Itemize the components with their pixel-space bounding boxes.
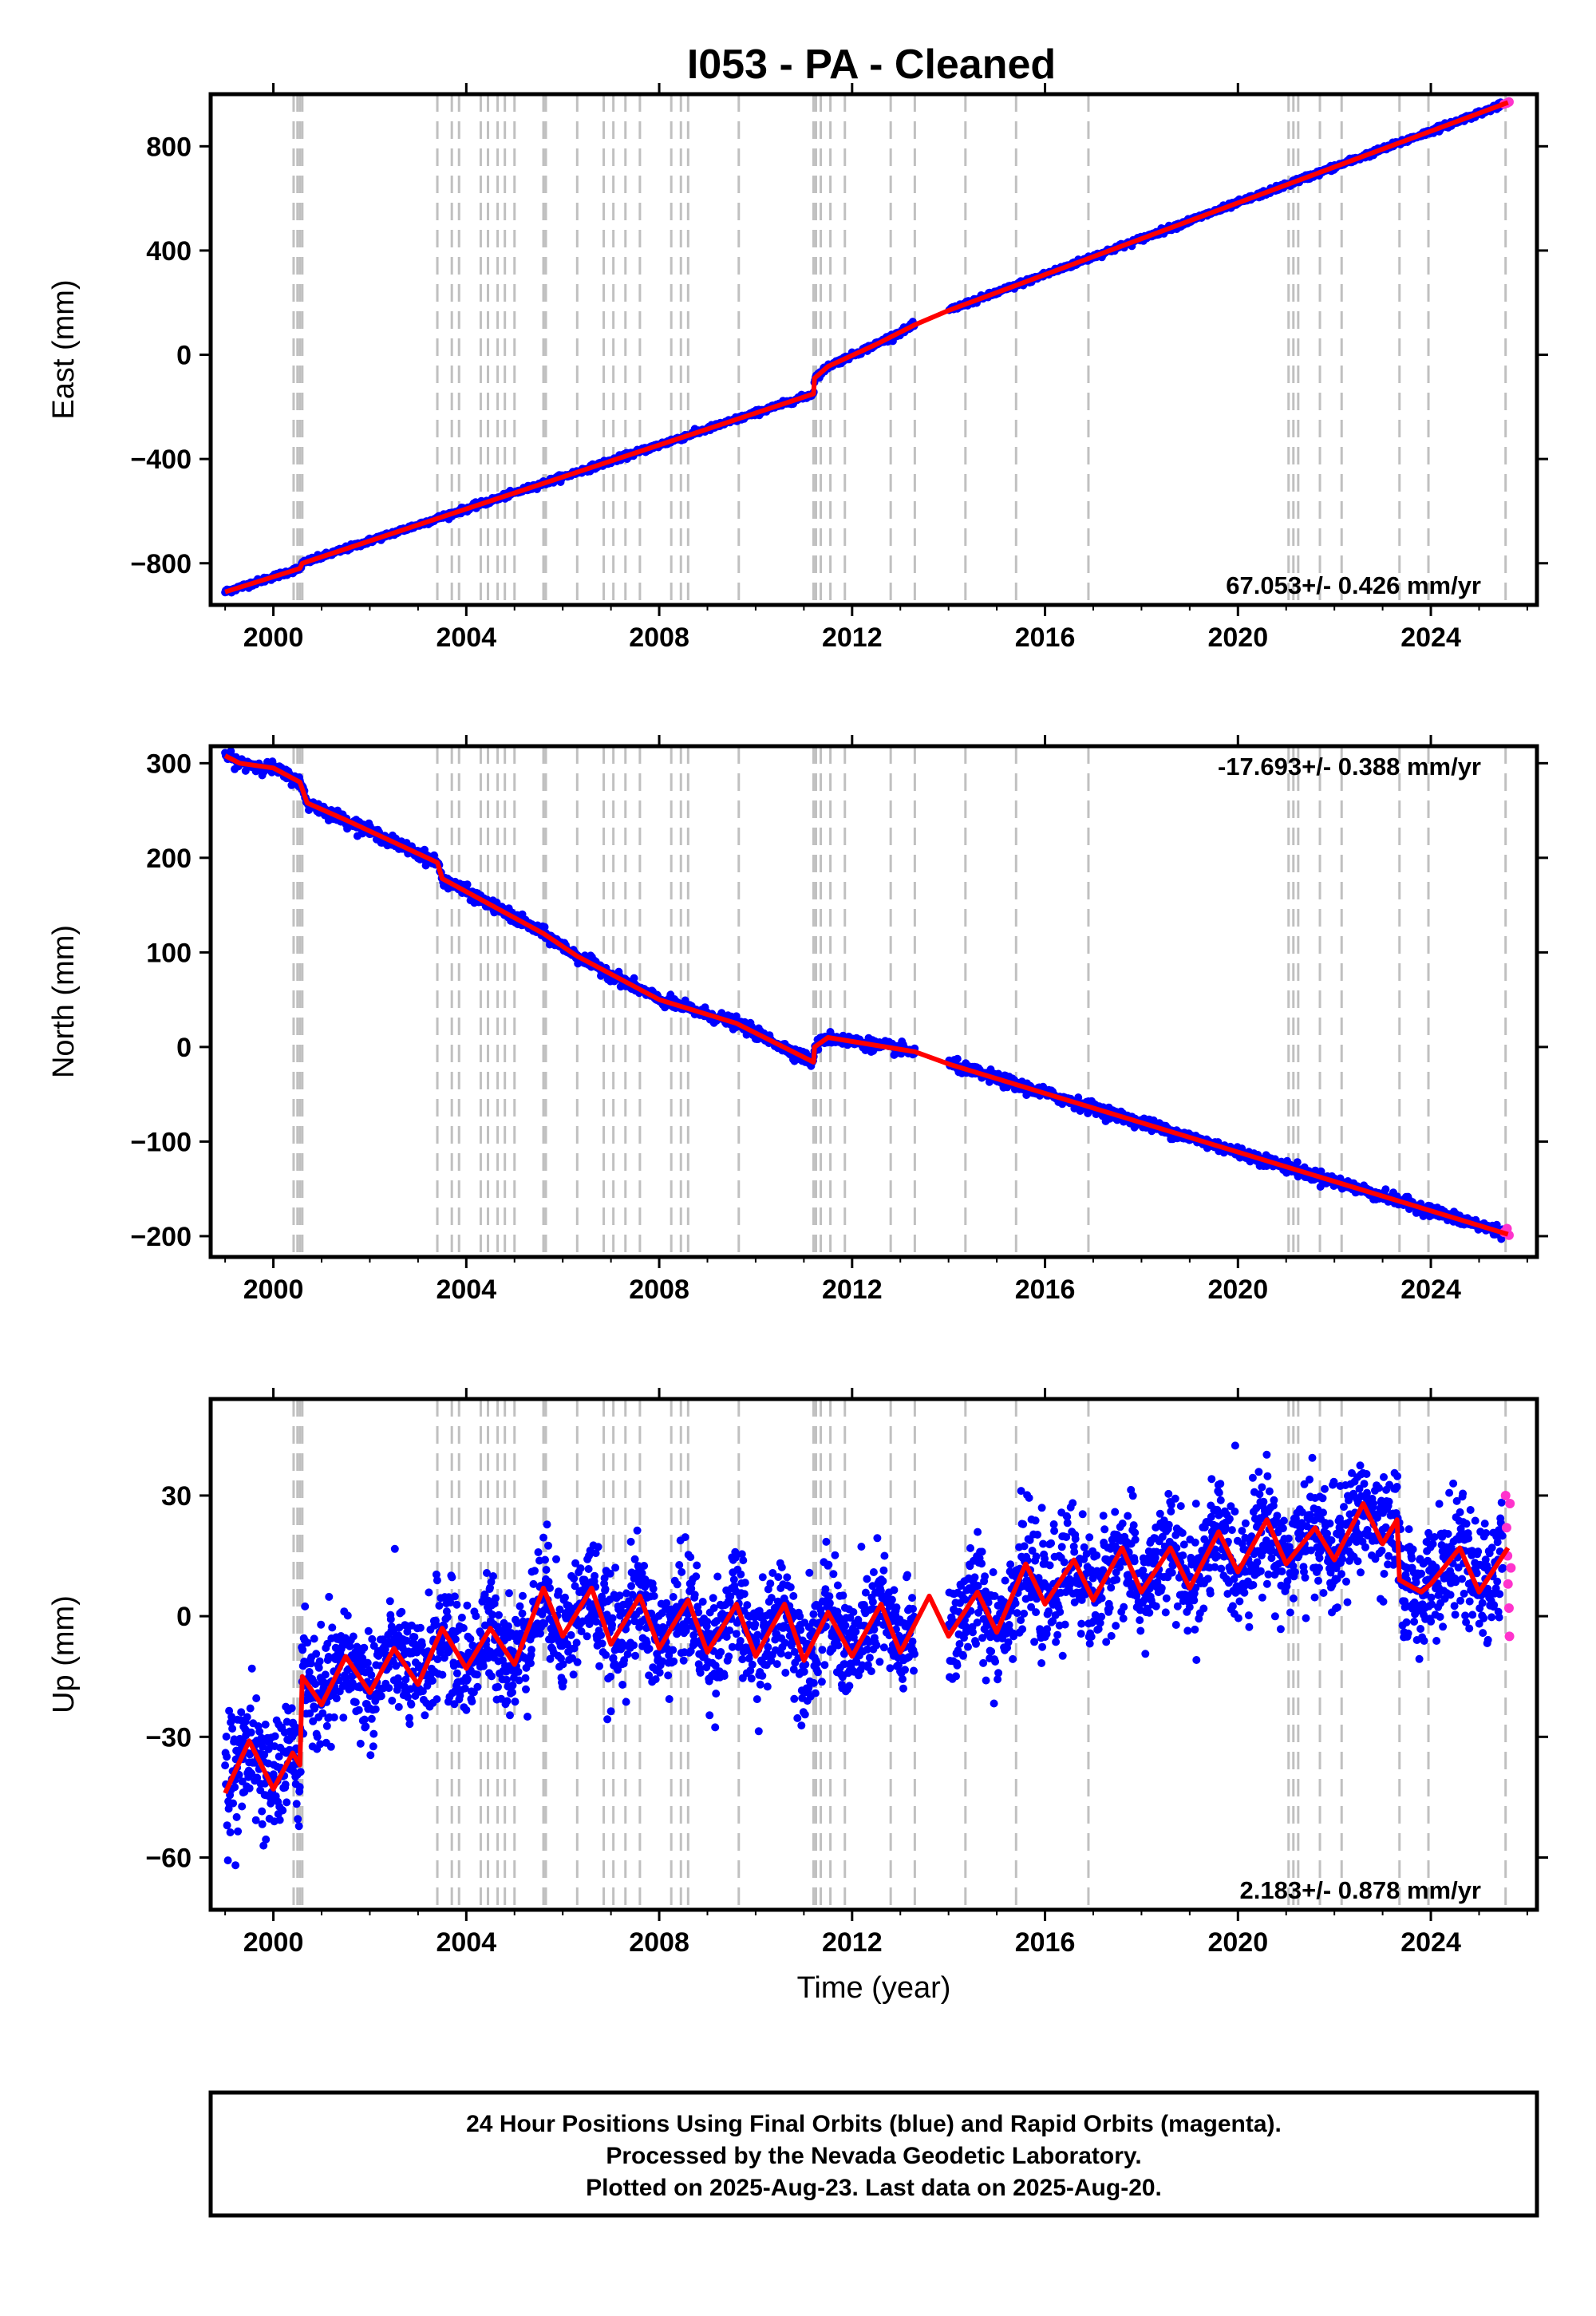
up-panel: 2000 2004 2008 2012 2016 2020 2024 −60 −30 0 30 Up … bbox=[47, 1388, 1548, 2005]
chart-title: I053 - PA - Cleaned bbox=[687, 41, 1056, 88]
y-tick-label: 200 bbox=[146, 844, 192, 874]
footer-line-3: Plotted on 2025-Aug-23. Last data on 202… bbox=[586, 2175, 1162, 2201]
x-tick-label: 2016 bbox=[1015, 622, 1076, 653]
footer-border bbox=[208, 2090, 1539, 2218]
rapid-orbit-point bbox=[1504, 1631, 1515, 1642]
x-tick-label: 2000 bbox=[243, 622, 304, 653]
x-tick-label: 2016 bbox=[1015, 1275, 1076, 1305]
y-tick-label: 30 bbox=[161, 1481, 192, 1512]
x-tick-label: 2012 bbox=[822, 1275, 883, 1305]
x-tick-label: 2020 bbox=[1207, 1275, 1268, 1305]
y-tick-label: 800 bbox=[146, 132, 192, 162]
y-tick-label: 100 bbox=[146, 938, 192, 968]
event-lines bbox=[292, 746, 1507, 1257]
plot-frame bbox=[208, 744, 1539, 1259]
y-tick-label: 400 bbox=[146, 236, 192, 267]
footer-line-1: 24 Hour Positions Using Final Orbits (bl… bbox=[466, 2111, 1282, 2137]
x-tick-label: 2008 bbox=[629, 622, 689, 653]
east-panel: 2000 2004 2008 2012 2016 2020 2024 −800 −400 0 400… bbox=[47, 83, 1548, 653]
x-tick-label: 2020 bbox=[1207, 622, 1268, 653]
rapid-orbit-point bbox=[1503, 1579, 1513, 1589]
final-orbit-scatter bbox=[221, 1441, 1507, 1870]
x-tick-label: 2020 bbox=[1207, 1927, 1268, 1958]
north-panel: 2000 2004 2008 2012 2016 2020 2024 −200 −100 0 100… bbox=[47, 735, 1548, 1305]
y-axis-label: Up (mm) bbox=[47, 1595, 81, 1713]
y-tick-label: 0 bbox=[176, 341, 192, 371]
final-orbit-points bbox=[221, 747, 1507, 1243]
x-tick-label: 2008 bbox=[629, 1927, 689, 1958]
y-tick-label: −200 bbox=[130, 1222, 192, 1252]
x-tick-label: 2024 bbox=[1400, 1927, 1461, 1958]
y-tick-label: −800 bbox=[130, 549, 192, 579]
velocity-rate-label: 2.183+/- 0.878 mm/yr bbox=[1240, 1876, 1481, 1904]
y-axis-label: East (mm) bbox=[47, 279, 81, 419]
x-tick-label: 2008 bbox=[629, 1275, 689, 1305]
y-tick-label: 0 bbox=[176, 1602, 192, 1632]
model-fit-line bbox=[223, 1501, 1511, 1795]
x-tick-label: 2000 bbox=[243, 1275, 304, 1305]
model-fit-line bbox=[223, 753, 1509, 1237]
x-tick-label: 2012 bbox=[822, 1927, 883, 1958]
x-axis-label: Time (year) bbox=[797, 1971, 951, 2005]
y-tick-label: −100 bbox=[130, 1127, 192, 1157]
y-tick-label: −30 bbox=[145, 1722, 192, 1753]
final-orbit-points bbox=[221, 1441, 1507, 1870]
rapid-orbit-point bbox=[1503, 1603, 1514, 1614]
y-tick-label: 300 bbox=[146, 749, 192, 779]
event-lines bbox=[292, 1399, 1507, 1910]
final-orbit-scatter bbox=[221, 747, 1507, 1243]
rapid-orbit-point bbox=[1501, 1523, 1511, 1533]
model-fit-line bbox=[224, 100, 1509, 595]
x-tick-label: 2016 bbox=[1015, 1927, 1076, 1958]
y-tick-label: −400 bbox=[130, 445, 192, 475]
footer-box: 24 Hour Positions Using Final Orbits (bl… bbox=[208, 2090, 1539, 2218]
x-tick-label: 2004 bbox=[436, 1927, 496, 1958]
footer-line-2: Processed by the Nevada Geodetic Laborat… bbox=[606, 2143, 1141, 2169]
x-tick-label: 2000 bbox=[243, 1927, 304, 1958]
y-tick-label: 0 bbox=[176, 1033, 192, 1063]
x-tick-label: 2012 bbox=[822, 622, 883, 653]
rapid-orbit-point bbox=[1500, 1490, 1511, 1500]
rapid-orbit-point bbox=[1506, 1563, 1516, 1573]
x-tick-label: 2024 bbox=[1400, 1275, 1461, 1305]
y-tick-label: −60 bbox=[145, 1843, 192, 1873]
plot-frame bbox=[208, 92, 1539, 607]
x-tick-label: 2024 bbox=[1400, 622, 1461, 653]
velocity-rate-label: 67.053+/- 0.426 mm/yr bbox=[1226, 571, 1481, 599]
plot-frame bbox=[208, 1397, 1539, 1912]
y-axis-label: North (mm) bbox=[47, 925, 81, 1078]
x-tick-label: 2004 bbox=[436, 622, 496, 653]
x-tick-label: 2004 bbox=[436, 1275, 496, 1305]
rapid-orbit-point bbox=[1505, 1499, 1515, 1509]
velocity-rate-label: -17.693+/- 0.388 mm/yr bbox=[1218, 753, 1481, 781]
